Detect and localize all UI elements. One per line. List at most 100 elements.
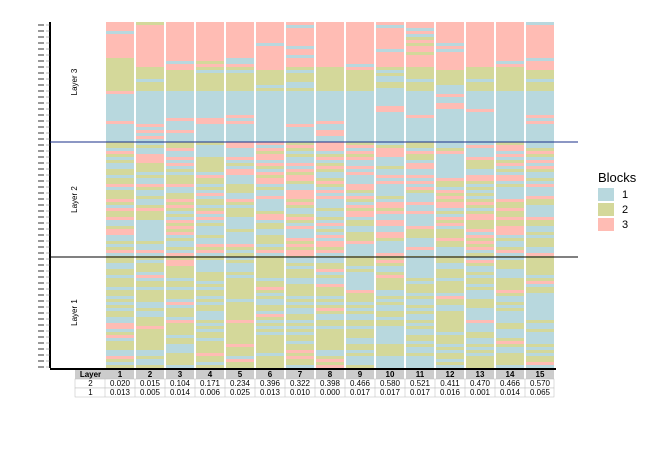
- bar-segment: [496, 133, 524, 137]
- bar-segment: [466, 332, 494, 336]
- bar-segment: [316, 157, 344, 161]
- bar-segment: [496, 40, 524, 44]
- bar-segment: [436, 275, 464, 279]
- bar-segment: [286, 332, 314, 336]
- bar-segment: [136, 118, 164, 122]
- bar-segment: [526, 344, 554, 348]
- bar-segment: [526, 278, 554, 282]
- bar-segment: [406, 142, 434, 146]
- bar-segment: [136, 332, 164, 336]
- bar-segment: [286, 73, 314, 77]
- bar-segment: [256, 284, 284, 288]
- bar-segment: [166, 253, 194, 257]
- column-4-layer-1: [196, 257, 224, 369]
- bar-segment: [406, 190, 434, 194]
- bar-segment: [316, 133, 344, 137]
- bar-segment: [166, 166, 194, 170]
- bar-segment: [256, 49, 284, 53]
- bar-segment: [226, 350, 254, 354]
- bar-segment: [106, 365, 134, 369]
- bar-segment: [166, 103, 194, 107]
- bar-segment: [496, 302, 524, 306]
- bar-segment: [166, 124, 194, 128]
- bar-segment: [316, 344, 344, 348]
- bar-segment: [526, 320, 554, 324]
- bar-segment: [436, 293, 464, 297]
- bar-segment: [376, 232, 404, 236]
- bar-segment: [166, 85, 194, 89]
- bar-segment: [526, 353, 554, 357]
- bar-segment: [226, 49, 254, 53]
- bar-segment: [166, 73, 194, 77]
- bar-segment: [346, 70, 374, 74]
- bar-segment: [376, 178, 404, 182]
- bar-segment: [406, 338, 434, 342]
- bar-segment: [376, 79, 404, 83]
- legend-swatch-1: [598, 188, 614, 201]
- table-col-header-bg: [226, 370, 254, 379]
- bar-segment: [316, 208, 344, 212]
- bar-segment: [286, 284, 314, 288]
- bar-segment: [196, 133, 224, 137]
- column-4-layer-3: [196, 22, 224, 143]
- bar-segment: [526, 61, 554, 65]
- bar-segment: [166, 163, 194, 167]
- bar-segment: [136, 199, 164, 203]
- bar-segment: [166, 55, 194, 59]
- bar-segment: [376, 133, 404, 137]
- bar-segment: [436, 115, 464, 119]
- y-tick-mark: [38, 276, 44, 278]
- bar-segment: [106, 49, 134, 53]
- bar-segment: [496, 353, 524, 357]
- bar-segment: [466, 214, 494, 218]
- bar-segment: [106, 31, 134, 35]
- bar-segment: [436, 34, 464, 38]
- bar-segment: [466, 184, 494, 188]
- bar-segment: [226, 269, 254, 273]
- bar-segment: [286, 244, 314, 248]
- bar-segment: [196, 94, 224, 98]
- bar-segment: [406, 22, 434, 26]
- bar-segment: [406, 281, 434, 285]
- bar-segment: [256, 196, 284, 200]
- bar-segment: [316, 103, 344, 107]
- bar-segment: [346, 145, 374, 149]
- bar-segment: [346, 130, 374, 134]
- bar-segment: [106, 178, 134, 182]
- bar-segment: [166, 260, 194, 264]
- bar-segment: [316, 91, 344, 95]
- bar-segment: [316, 142, 344, 146]
- bar-segment: [436, 311, 464, 315]
- bar-segment: [106, 287, 134, 291]
- y-tick-mark: [38, 204, 44, 206]
- bar-segment: [136, 106, 164, 110]
- bar-segment: [256, 64, 284, 68]
- bar-segment: [496, 238, 524, 242]
- bar-segment: [106, 362, 134, 366]
- y-tick-mark: [38, 342, 44, 344]
- bar-segment: [376, 293, 404, 297]
- bar-segment: [436, 284, 464, 288]
- column-8-layer-3: [316, 22, 344, 143]
- bar-segment: [196, 287, 224, 291]
- bar-segment: [346, 85, 374, 89]
- bar-segment: [226, 217, 254, 221]
- bar-segment: [196, 148, 224, 152]
- bar-segment: [166, 178, 194, 182]
- bar-segment: [256, 272, 284, 276]
- bar-segment: [436, 130, 464, 134]
- bar-segment: [226, 64, 254, 68]
- bar-segment: [346, 121, 374, 125]
- bar-segment: [346, 229, 374, 233]
- bar-segment: [436, 314, 464, 318]
- bar-segment: [286, 193, 314, 197]
- bar-segment: [316, 31, 344, 35]
- bar-segment: [226, 34, 254, 38]
- y-tick-mark: [38, 90, 44, 92]
- bar-segment: [196, 293, 224, 297]
- bar-segment: [316, 347, 344, 351]
- table-col-header-bg: [406, 370, 434, 379]
- bar-segment: [346, 49, 374, 53]
- bar-segment: [526, 175, 554, 179]
- bar-segment: [526, 296, 554, 300]
